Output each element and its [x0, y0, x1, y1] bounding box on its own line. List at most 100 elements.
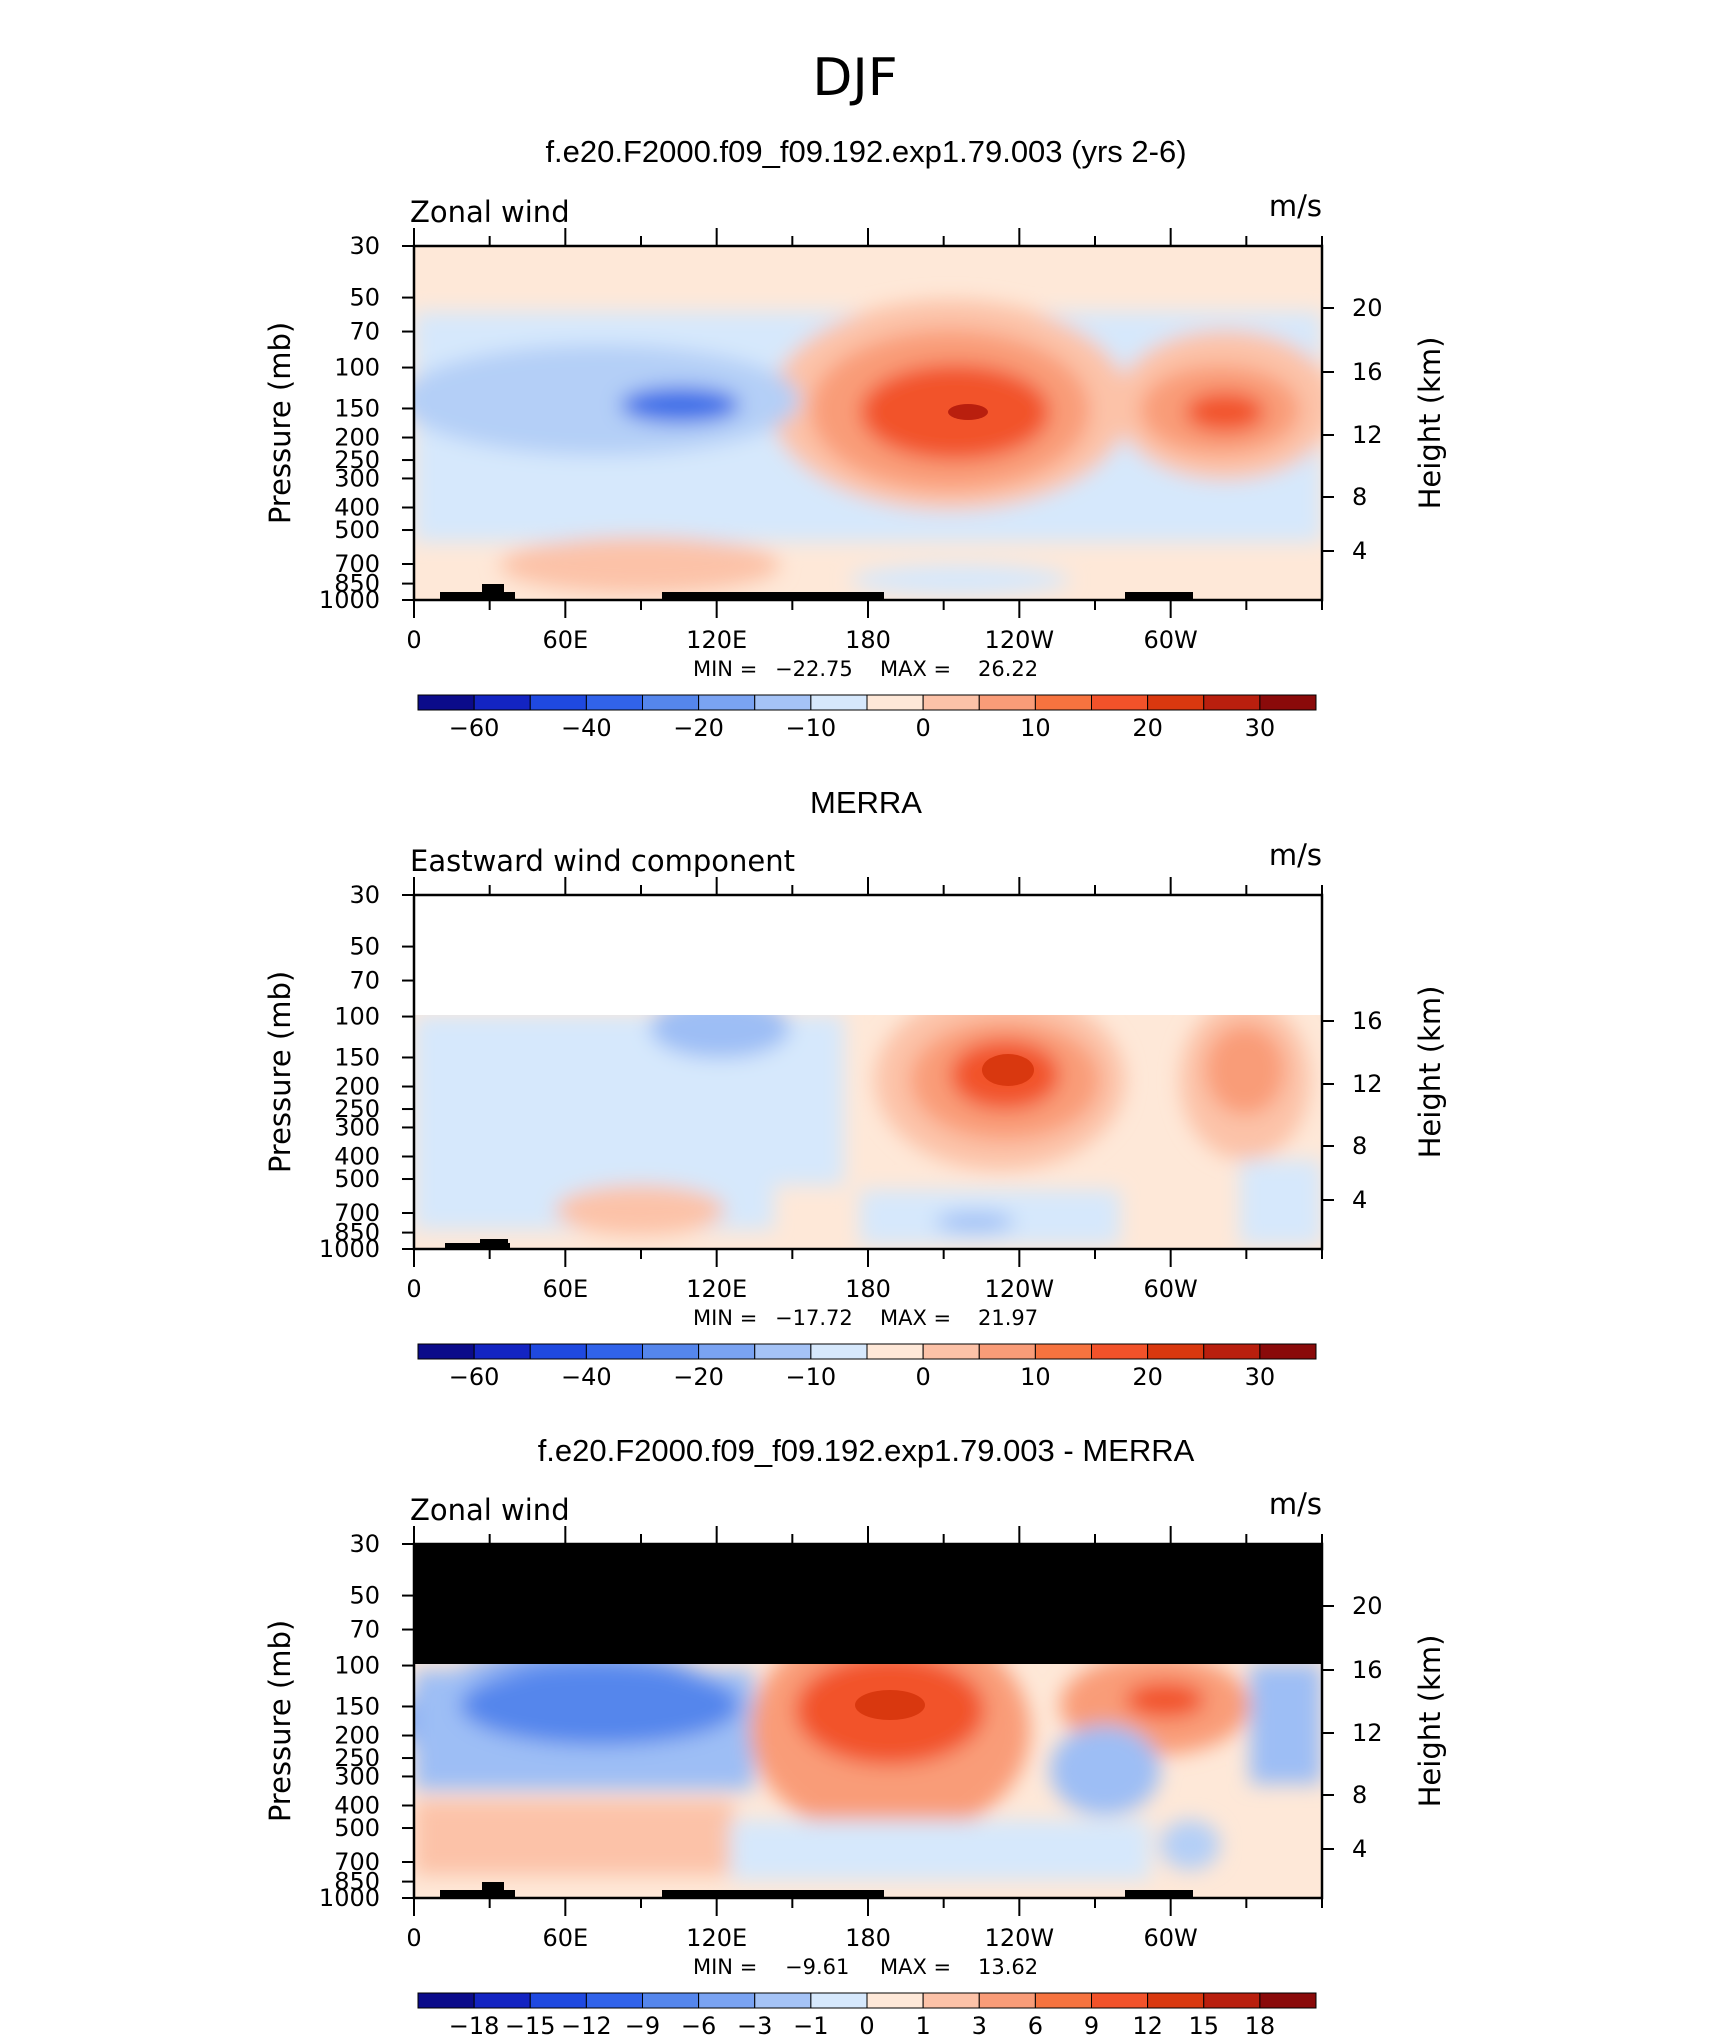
pressure-tick-label: 1000	[319, 1235, 380, 1263]
lon-tick-label: 0	[406, 626, 421, 654]
colorbar-label: −12	[561, 2012, 612, 2038]
colorbar-swatch	[1259, 1992, 1317, 2009]
colorbar-swatch	[866, 1992, 924, 2009]
pressure-tick-label: 200	[334, 424, 380, 452]
colorbar-swatch	[1147, 694, 1205, 711]
colorbar-swatch	[473, 694, 531, 711]
colorbar-swatch	[529, 1343, 587, 1360]
height-tick-label: 20	[1352, 294, 1383, 322]
colorbar-label: 30	[1245, 714, 1276, 742]
colorbar-swatch	[1034, 1343, 1092, 1360]
colorbar-swatch	[1091, 1343, 1149, 1360]
colorbar-swatch	[585, 1992, 643, 2009]
colorbar-label: −3	[737, 2012, 772, 2038]
pressure-tick-label: 150	[334, 1043, 380, 1071]
variable-label: Zonal wind	[410, 1493, 570, 1527]
colorbar: −18 −15 −12 −9 −6 −3 −1 0 1 3 6 9 12 15 18	[417, 1992, 1317, 2038]
stat-min-label: MIN =	[693, 1306, 757, 1330]
panel-title: f.e20.F2000.f09_f09.192.exp1.79.003 - ME…	[538, 1433, 1195, 1468]
colorbar-label: −20	[673, 1363, 724, 1391]
pressure-tick-label: 850	[334, 1219, 380, 1247]
lon-tick-label: 120E	[686, 626, 747, 654]
colorbar-label: −60	[449, 1363, 500, 1391]
stat-max-label: MAX =	[880, 657, 951, 681]
colorbar-swatch	[1259, 1343, 1317, 1360]
colorbar-label: 12	[1132, 2012, 1163, 2038]
feature-neg-core	[460, 1665, 740, 1745]
variable-label: Zonal wind	[410, 195, 570, 229]
colorbar-label: 10	[1020, 1363, 1051, 1391]
stat-min-value: −22.75	[775, 657, 853, 681]
colorbar-label: −15	[505, 2012, 556, 2038]
pressure-tick-label: 200	[334, 1722, 380, 1750]
colorbar-swatch	[1203, 694, 1261, 711]
height-tick-label: 8	[1352, 1132, 1367, 1160]
feature-surface-pos	[414, 1800, 734, 1875]
colorbar-label: 3	[972, 2012, 987, 2038]
colorbar: −60 −40 −20 −10 0 10 20 30	[417, 1343, 1317, 1391]
colorbar-swatch	[1034, 1992, 1092, 2009]
colorbar-label: −6	[681, 2012, 716, 2038]
pressure-tick-label: 500	[334, 1165, 380, 1193]
colorbar-swatch	[754, 1992, 812, 2009]
colorbar-swatch	[585, 694, 643, 711]
pressure-tick-label: 250	[334, 446, 380, 474]
lon-tick-label: 60W	[1144, 1275, 1198, 1303]
pressure-tick-label: 300	[334, 464, 380, 492]
height-ticks: 16 12 8 4	[1322, 1007, 1383, 1214]
feature-surface-pos	[500, 537, 780, 593]
colorbar-label: −60	[449, 714, 500, 742]
feature-pos-peak	[855, 1690, 925, 1720]
lon-tick-label: 60E	[542, 1924, 588, 1952]
variable-label: Eastward wind component	[410, 844, 795, 878]
colorbar-label: −9	[625, 2012, 660, 2038]
pressure-tick-label: 400	[334, 1791, 380, 1819]
colorbar-swatch	[754, 694, 812, 711]
y-axis-label-right: Height (km)	[1413, 1635, 1447, 1808]
lon-tick-label: 120W	[985, 626, 1055, 654]
easterly-band-far-east	[1240, 1160, 1322, 1245]
pressure-tick-label: 150	[334, 394, 380, 422]
feature-surface-neg	[935, 1212, 1015, 1232]
lon-tick-label: 0	[406, 1924, 421, 1952]
feature-neg-mid	[1050, 1725, 1160, 1815]
feature-neg-west	[414, 345, 800, 455]
pressure-tick-label: 100	[334, 1652, 380, 1680]
colorbar-swatch	[698, 1343, 756, 1360]
colorbar-label: −1	[793, 2012, 828, 2038]
pressure-tick-label: 1000	[319, 1884, 380, 1912]
colorbar-swatch	[642, 694, 700, 711]
colorbar-label: 18	[1245, 2012, 1276, 2038]
height-tick-label: 16	[1352, 1007, 1383, 1035]
colorbar-swatch	[473, 1343, 531, 1360]
topography	[440, 584, 1193, 600]
height-tick-label: 20	[1352, 1592, 1383, 1620]
height-tick-label: 16	[1352, 1656, 1383, 1684]
stat-max-label: MAX =	[880, 1955, 951, 1979]
pressure-tick-label: 400	[334, 493, 380, 521]
colorbar-swatch	[698, 694, 756, 711]
colorbar-label: −20	[673, 714, 724, 742]
pressure-tick-label: 30	[349, 232, 380, 260]
contour-field	[414, 1544, 1322, 1898]
colorbar-swatch	[866, 694, 924, 711]
height-tick-label: 12	[1352, 421, 1383, 449]
colorbar-swatch	[810, 694, 868, 711]
colorbar-swatch	[866, 1343, 924, 1360]
pressure-tick-label: 100	[334, 354, 380, 382]
units-label: m/s	[1269, 1487, 1322, 1521]
missing-stratosphere	[414, 895, 1322, 1015]
pressure-tick-label: 300	[334, 1762, 380, 1790]
pressure-tick-label: 850	[334, 1868, 380, 1896]
colorbar-label: −40	[561, 1363, 612, 1391]
colorbar-swatch	[1259, 694, 1317, 711]
colorbar-swatch	[417, 694, 475, 711]
contour-field	[414, 895, 1322, 1249]
height-tick-label: 16	[1352, 358, 1383, 386]
colorbar-label: 6	[1028, 2012, 1043, 2038]
colorbar-label: 0	[859, 2012, 874, 2038]
lon-tick-label: 120E	[686, 1275, 747, 1303]
